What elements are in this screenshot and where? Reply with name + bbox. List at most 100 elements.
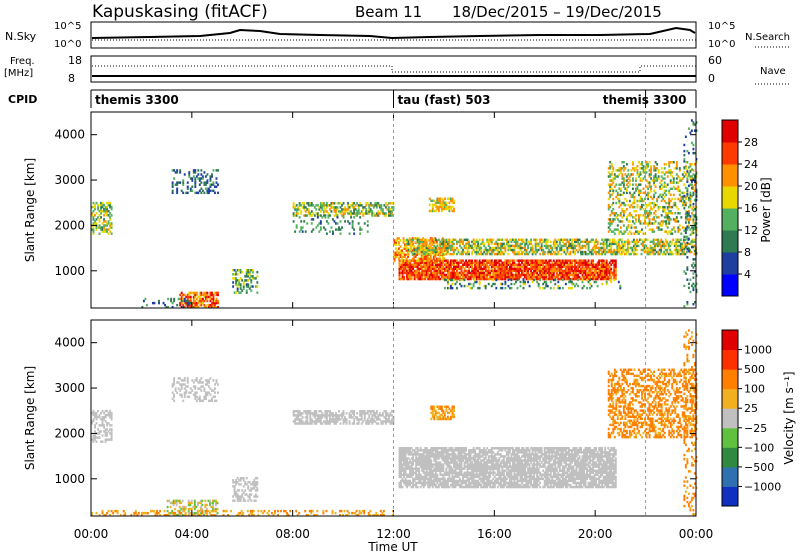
data-cell bbox=[250, 281, 253, 284]
data-cell bbox=[689, 165, 692, 168]
data-cell bbox=[504, 275, 507, 279]
data-cell bbox=[451, 481, 454, 485]
data-cell bbox=[236, 273, 239, 276]
data-cell bbox=[411, 257, 414, 261]
data-cell bbox=[239, 277, 242, 280]
data-cell bbox=[581, 252, 584, 256]
data-cell bbox=[590, 267, 593, 271]
data-cell bbox=[621, 207, 624, 211]
data-cell bbox=[421, 244, 424, 248]
data-cell bbox=[97, 205, 99, 209]
data-cell bbox=[555, 267, 558, 271]
data-cell bbox=[407, 447, 410, 450]
data-cell bbox=[583, 240, 585, 244]
data-cell bbox=[486, 259, 489, 262]
data-cell bbox=[654, 175, 657, 178]
data-cell bbox=[583, 275, 585, 279]
data-cell bbox=[638, 214, 640, 217]
data-cell bbox=[457, 467, 460, 470]
data-cell bbox=[663, 199, 666, 203]
data-cell bbox=[245, 279, 248, 282]
data-cell bbox=[437, 207, 440, 211]
data-cell bbox=[185, 303, 188, 307]
data-cell bbox=[607, 275, 610, 279]
data-cell bbox=[445, 275, 448, 279]
data-cell bbox=[440, 201, 443, 205]
data-cell bbox=[677, 230, 680, 233]
data-cell bbox=[505, 238, 508, 242]
data-cell bbox=[101, 222, 104, 225]
data-cell bbox=[587, 277, 590, 281]
data-cell bbox=[359, 212, 362, 215]
data-cell bbox=[421, 250, 424, 254]
data-cell bbox=[505, 240, 508, 244]
data-cell bbox=[401, 463, 404, 466]
data-cell bbox=[639, 167, 642, 170]
data-cell bbox=[344, 220, 347, 223]
data-cell bbox=[456, 259, 458, 262]
data-cell bbox=[384, 212, 387, 215]
data-cell bbox=[689, 195, 692, 199]
data-cell bbox=[459, 244, 461, 248]
data-cell bbox=[633, 191, 636, 195]
data-cell bbox=[627, 214, 630, 217]
data-cell bbox=[215, 297, 218, 301]
data-cell bbox=[680, 199, 683, 203]
data-cell bbox=[545, 240, 548, 244]
data-cell bbox=[110, 232, 113, 235]
data-cell bbox=[430, 271, 433, 275]
data-cell bbox=[469, 273, 472, 277]
data-cell bbox=[618, 169, 621, 172]
data-cell bbox=[104, 230, 107, 233]
data-cell bbox=[469, 271, 472, 275]
data-cell bbox=[407, 273, 410, 277]
data-cell bbox=[561, 244, 564, 248]
data-cell bbox=[303, 206, 306, 209]
data-cell bbox=[639, 163, 642, 166]
data-cell bbox=[200, 291, 203, 295]
data-cell bbox=[418, 238, 421, 242]
data-cell bbox=[490, 252, 493, 256]
data-cell bbox=[297, 212, 300, 215]
data-cell bbox=[415, 240, 418, 244]
data-cell bbox=[683, 166, 686, 169]
data-cell bbox=[643, 248, 646, 252]
data-cell bbox=[412, 481, 415, 485]
data-cell bbox=[684, 227, 687, 230]
data-cell bbox=[409, 451, 412, 454]
data-cell bbox=[676, 244, 679, 248]
data-cell bbox=[683, 153, 686, 157]
data-cell bbox=[508, 265, 511, 269]
data-cell bbox=[630, 169, 633, 172]
data-cell bbox=[403, 267, 405, 271]
data-cell bbox=[442, 205, 445, 209]
nave-trace bbox=[92, 65, 696, 73]
data-cell bbox=[671, 228, 674, 231]
data-cell bbox=[401, 275, 404, 279]
data-cell bbox=[451, 246, 454, 250]
data-cell bbox=[422, 475, 425, 479]
data-cell bbox=[451, 267, 454, 271]
data-cell bbox=[639, 238, 641, 242]
data-cell bbox=[527, 240, 530, 244]
data-cell bbox=[92, 228, 95, 231]
data-cell bbox=[204, 305, 207, 309]
data-cell bbox=[422, 479, 425, 483]
data-cell bbox=[522, 267, 525, 271]
data-cell bbox=[109, 216, 112, 219]
data-cell bbox=[605, 238, 608, 242]
data-cell bbox=[687, 242, 690, 246]
data-cell bbox=[100, 207, 102, 211]
data-cell bbox=[463, 271, 466, 275]
data-cell bbox=[534, 244, 537, 248]
data-cell bbox=[389, 212, 392, 215]
data-cell bbox=[679, 246, 682, 250]
data-cell bbox=[644, 169, 646, 172]
data-cell bbox=[212, 169, 215, 172]
data-cell bbox=[451, 451, 454, 454]
data-cell bbox=[185, 191, 188, 195]
data-cell bbox=[689, 205, 692, 209]
data-cell bbox=[440, 449, 443, 452]
data-cell bbox=[103, 203, 106, 207]
